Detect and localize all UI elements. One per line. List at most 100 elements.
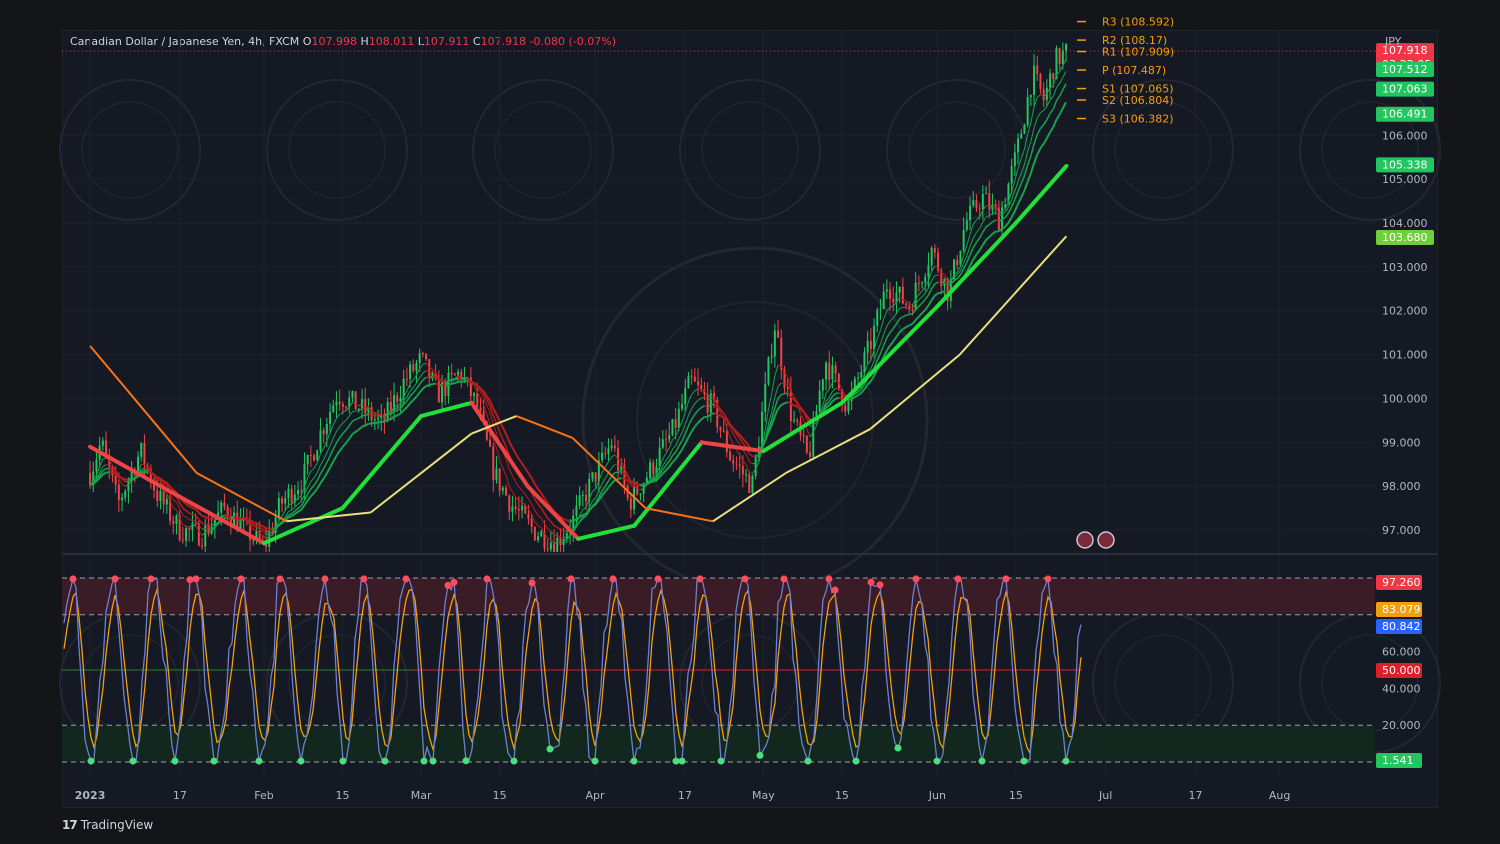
ema-ribbon-segment bbox=[985, 223, 990, 228]
ema-ribbon-segment bbox=[294, 510, 299, 515]
candle-body bbox=[911, 309, 914, 311]
ema-ribbon-segment bbox=[339, 411, 344, 415]
candle-body bbox=[249, 519, 252, 541]
ema-ribbon-segment bbox=[722, 416, 728, 422]
ema-ribbon-segment bbox=[1049, 126, 1055, 133]
candle-body bbox=[725, 431, 728, 452]
ema-ribbon-segment bbox=[738, 434, 744, 440]
oscillator-pane[interactable] bbox=[62, 575, 1375, 765]
ema-ribbon-segment bbox=[182, 524, 187, 527]
ema-ribbon-segment bbox=[876, 343, 881, 352]
candle-body bbox=[607, 448, 610, 454]
ema-ribbon-segment bbox=[1045, 131, 1051, 139]
y-tick-label: 100.000 bbox=[1382, 392, 1428, 405]
price-tag bbox=[1376, 106, 1434, 122]
ema-ribbon-segment bbox=[329, 448, 334, 457]
ema-ribbon-segment bbox=[393, 407, 398, 410]
sell-signal-dot bbox=[825, 575, 833, 583]
ema-ribbon-segment bbox=[873, 338, 878, 351]
candle-body bbox=[306, 454, 309, 465]
price-pane[interactable] bbox=[62, 42, 1375, 560]
ema-ribbon-segment bbox=[998, 228, 1003, 233]
ema-ribbon-segment bbox=[418, 388, 424, 394]
candle-body bbox=[415, 362, 418, 371]
ema-ribbon-segment bbox=[863, 383, 869, 390]
ema-ribbon-segment bbox=[332, 418, 337, 426]
candle-body bbox=[956, 259, 959, 265]
osc-value-tag-text: 80.842 bbox=[1382, 620, 1421, 633]
ema-ribbon-segment bbox=[192, 524, 196, 527]
ema-ribbon-segment bbox=[419, 379, 424, 385]
ema-ribbon-segment bbox=[313, 480, 318, 486]
tradingview-brand[interactable]: 17 TradingView bbox=[62, 818, 153, 832]
y-tick-label: 97.000 bbox=[1382, 524, 1421, 537]
ema-ribbon-segment bbox=[397, 405, 401, 409]
candle-body bbox=[354, 391, 357, 410]
ema-ribbon-segment bbox=[195, 524, 200, 532]
ema-ribbon-segment bbox=[713, 412, 718, 416]
ema-ribbon-segment bbox=[179, 502, 184, 509]
ema-ribbon-segment bbox=[579, 509, 584, 516]
candle-body bbox=[373, 419, 376, 421]
ema-ribbon-segment bbox=[966, 246, 971, 256]
symbol-name[interactable]: Canadian Dollar / Japanese Yen, 4h, FXCM bbox=[70, 35, 300, 48]
ema-ribbon-segment bbox=[355, 417, 360, 421]
currency-label: JPY bbox=[1384, 35, 1402, 48]
pivot-label: R1 (107.909) bbox=[1102, 46, 1174, 59]
ema-ribbon-segment bbox=[358, 415, 363, 419]
ema-ribbon-segment bbox=[342, 410, 347, 413]
ema-ribbon-segment bbox=[895, 331, 901, 338]
sell-signal-dot bbox=[111, 575, 119, 583]
ema-ribbon-segment bbox=[876, 330, 881, 339]
event-flag-icon[interactable] bbox=[1076, 531, 1094, 549]
buy-signal-dot bbox=[171, 757, 179, 765]
candle-body bbox=[933, 248, 936, 253]
ema-ribbon-segment bbox=[892, 312, 897, 319]
ema-ribbon-segment bbox=[822, 393, 827, 406]
buy-signal-dot bbox=[804, 757, 812, 765]
pivot-label: R2 (108.17) bbox=[1102, 34, 1167, 47]
ema-ribbon-segment bbox=[556, 526, 561, 531]
ema-ribbon-segment bbox=[800, 413, 805, 421]
ema-ribbon-segment bbox=[355, 404, 360, 407]
candle-body bbox=[914, 282, 917, 311]
ema-ribbon-segment bbox=[99, 466, 104, 473]
event-flag-icon[interactable] bbox=[1097, 531, 1115, 549]
ema-ribbon-segment bbox=[335, 437, 341, 444]
ema-ribbon-segment bbox=[585, 509, 590, 515]
candle-body bbox=[489, 439, 492, 447]
ema-ribbon-segment bbox=[448, 379, 452, 383]
x-tick-label: 15 bbox=[835, 789, 849, 802]
ema-ribbon-segment bbox=[553, 541, 558, 544]
ema-ribbon-segment bbox=[649, 480, 654, 484]
candle-body bbox=[997, 207, 1000, 231]
ema-ribbon-segment bbox=[911, 319, 917, 325]
candle-body bbox=[690, 375, 693, 377]
watermark-circle bbox=[679, 79, 821, 221]
ema-ribbon-segment bbox=[128, 477, 132, 481]
ema-ribbon-segment bbox=[415, 391, 421, 398]
candle-body bbox=[258, 530, 261, 541]
ema-ribbon-segment bbox=[482, 393, 488, 401]
candle-body bbox=[393, 395, 396, 411]
ema-ribbon-segment bbox=[425, 384, 430, 387]
chart-event-icons[interactable] bbox=[1076, 531, 1115, 549]
ema-ribbon-segment bbox=[646, 481, 651, 486]
candle-body bbox=[761, 411, 764, 447]
ema-ribbon-segment bbox=[265, 533, 270, 535]
ema-ribbon-segment bbox=[335, 450, 341, 457]
ema-ribbon-segment bbox=[940, 290, 945, 294]
ema-ribbon-segment bbox=[941, 272, 945, 275]
ema-ribbon-segment bbox=[540, 517, 545, 524]
ema-ribbon-segment bbox=[403, 391, 408, 397]
brand-text: TradingView bbox=[80, 818, 154, 832]
ema-ribbon-segment bbox=[534, 521, 539, 527]
candle-body bbox=[191, 523, 194, 530]
ema-ribbon-segment bbox=[96, 472, 101, 479]
ema-ribbon-segment bbox=[636, 483, 641, 487]
x-tick-label: May bbox=[752, 789, 775, 802]
ema-ribbon-segment bbox=[716, 413, 721, 417]
candle-body bbox=[796, 419, 799, 422]
ema-ribbon-segment bbox=[674, 445, 680, 453]
